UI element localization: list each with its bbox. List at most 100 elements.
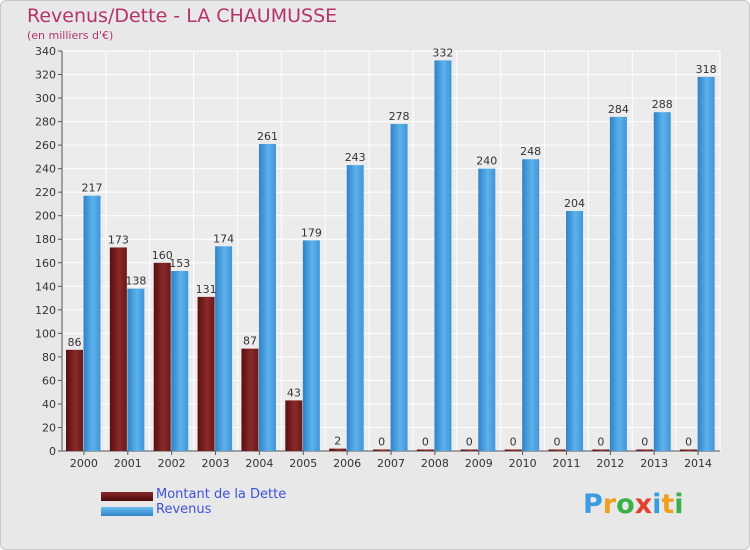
data-label: 179 xyxy=(301,226,322,239)
data-label: 243 xyxy=(345,151,366,164)
y-tick-label: 320 xyxy=(35,69,56,82)
data-label: 0 xyxy=(466,436,473,449)
bar-revenus xyxy=(302,240,320,451)
x-tick-label: 2010 xyxy=(509,457,537,470)
y-tick-label: 160 xyxy=(35,257,56,270)
x-tick-label: 2000 xyxy=(70,457,98,470)
x-tick-label: 2007 xyxy=(377,457,405,470)
bar-dette xyxy=(416,449,434,451)
bar-revenus xyxy=(697,76,715,451)
bar-revenus xyxy=(83,195,101,451)
bar-revenus xyxy=(609,116,627,451)
bar-dette xyxy=(66,349,83,451)
x-tick-label: 2014 xyxy=(684,457,712,470)
bar-revenus xyxy=(127,288,145,451)
data-label: 160 xyxy=(152,249,173,262)
logo-letter: t xyxy=(661,489,675,520)
x-tick-label: 2003 xyxy=(202,457,230,470)
data-label: 0 xyxy=(554,436,561,449)
data-label: 0 xyxy=(422,436,429,449)
data-label: 288 xyxy=(652,98,673,111)
legend-swatch-dette xyxy=(101,492,153,501)
bars xyxy=(66,60,715,452)
bar-revenus xyxy=(390,123,408,452)
logo-letter: i xyxy=(652,489,662,520)
bar-dette xyxy=(285,400,303,451)
bar-dette xyxy=(460,449,478,451)
bar-revenus xyxy=(478,168,496,451)
data-label: 240 xyxy=(476,155,497,168)
data-label: 173 xyxy=(108,233,129,246)
y-tick-label: 180 xyxy=(35,233,56,246)
data-label: 0 xyxy=(597,436,604,449)
data-label: 174 xyxy=(213,232,234,245)
x-tick-label: 2005 xyxy=(289,457,317,470)
data-label: 138 xyxy=(125,275,146,288)
legend-label-dette: Montant de la Dette xyxy=(156,487,287,502)
y-tick-label: 340 xyxy=(35,45,56,58)
x-tick-label: 2011 xyxy=(552,457,580,470)
data-label: 284 xyxy=(608,103,629,116)
x-tick-label: 2001 xyxy=(114,457,142,470)
data-label: 0 xyxy=(378,436,385,449)
logo-letter: r xyxy=(602,489,617,520)
bar-revenus xyxy=(346,165,364,451)
bar-dette xyxy=(109,247,127,451)
logo-letter: x xyxy=(634,489,653,520)
proxiti-logo: Proxiti xyxy=(583,489,684,520)
y-tick-label: 100 xyxy=(35,327,56,340)
y-tick-label: 40 xyxy=(42,398,56,411)
bar-dette xyxy=(373,449,391,451)
chart-title: Revenus/Dette - LA CHAUMUSSE xyxy=(27,5,338,27)
data-label: 332 xyxy=(432,46,453,59)
bar-revenus xyxy=(171,271,189,451)
y-tick-label: 280 xyxy=(35,116,56,129)
data-label: 0 xyxy=(510,436,517,449)
logo-letter: P xyxy=(583,489,603,520)
data-label: 318 xyxy=(696,63,717,76)
bar-dette xyxy=(153,262,171,451)
y-tick-label: 60 xyxy=(42,374,56,387)
data-label: 153 xyxy=(169,257,190,270)
data-label: 0 xyxy=(685,436,692,449)
data-label: 86 xyxy=(68,336,82,349)
bar-revenus xyxy=(434,60,452,451)
x-tick-label: 2002 xyxy=(158,457,186,470)
logo-letter: o xyxy=(616,489,635,520)
bar-dette xyxy=(592,449,610,451)
chart-subtitle: (en milliers d'€) xyxy=(27,29,114,42)
data-label: 87 xyxy=(243,335,257,348)
legend-swatch-revenus xyxy=(101,507,153,516)
bar-dette xyxy=(329,448,347,451)
bar-dette xyxy=(680,449,698,451)
y-tick-label: 240 xyxy=(35,163,56,176)
x-tick-label: 2004 xyxy=(245,457,273,470)
bar-dette xyxy=(548,449,566,451)
data-label: 248 xyxy=(520,145,541,158)
bar-revenus xyxy=(566,211,584,451)
bar-revenus xyxy=(258,143,276,452)
x-tick-label: 2013 xyxy=(640,457,668,470)
logo-letter: i xyxy=(674,489,684,520)
bar-dette xyxy=(636,449,654,451)
bar-revenus xyxy=(522,159,540,451)
bar-revenus xyxy=(653,112,671,452)
data-label: 217 xyxy=(82,182,103,195)
y-tick-label: 200 xyxy=(35,210,56,223)
y-tick-label: 220 xyxy=(35,186,56,199)
bar-dette xyxy=(504,449,522,451)
data-label: 261 xyxy=(257,130,278,143)
x-tick-label: 2012 xyxy=(596,457,624,470)
x-tick-label: 2008 xyxy=(421,457,449,470)
y-tick-label: 80 xyxy=(42,351,56,364)
data-label: 43 xyxy=(287,386,301,399)
y-tick-label: 300 xyxy=(35,92,56,105)
y-tick-label: 140 xyxy=(35,280,56,293)
x-tick-label: 2006 xyxy=(333,457,361,470)
data-label: 2 xyxy=(334,435,341,448)
bar-dette xyxy=(241,348,259,451)
y-tick-label: 120 xyxy=(35,304,56,317)
data-label: 131 xyxy=(196,283,217,296)
